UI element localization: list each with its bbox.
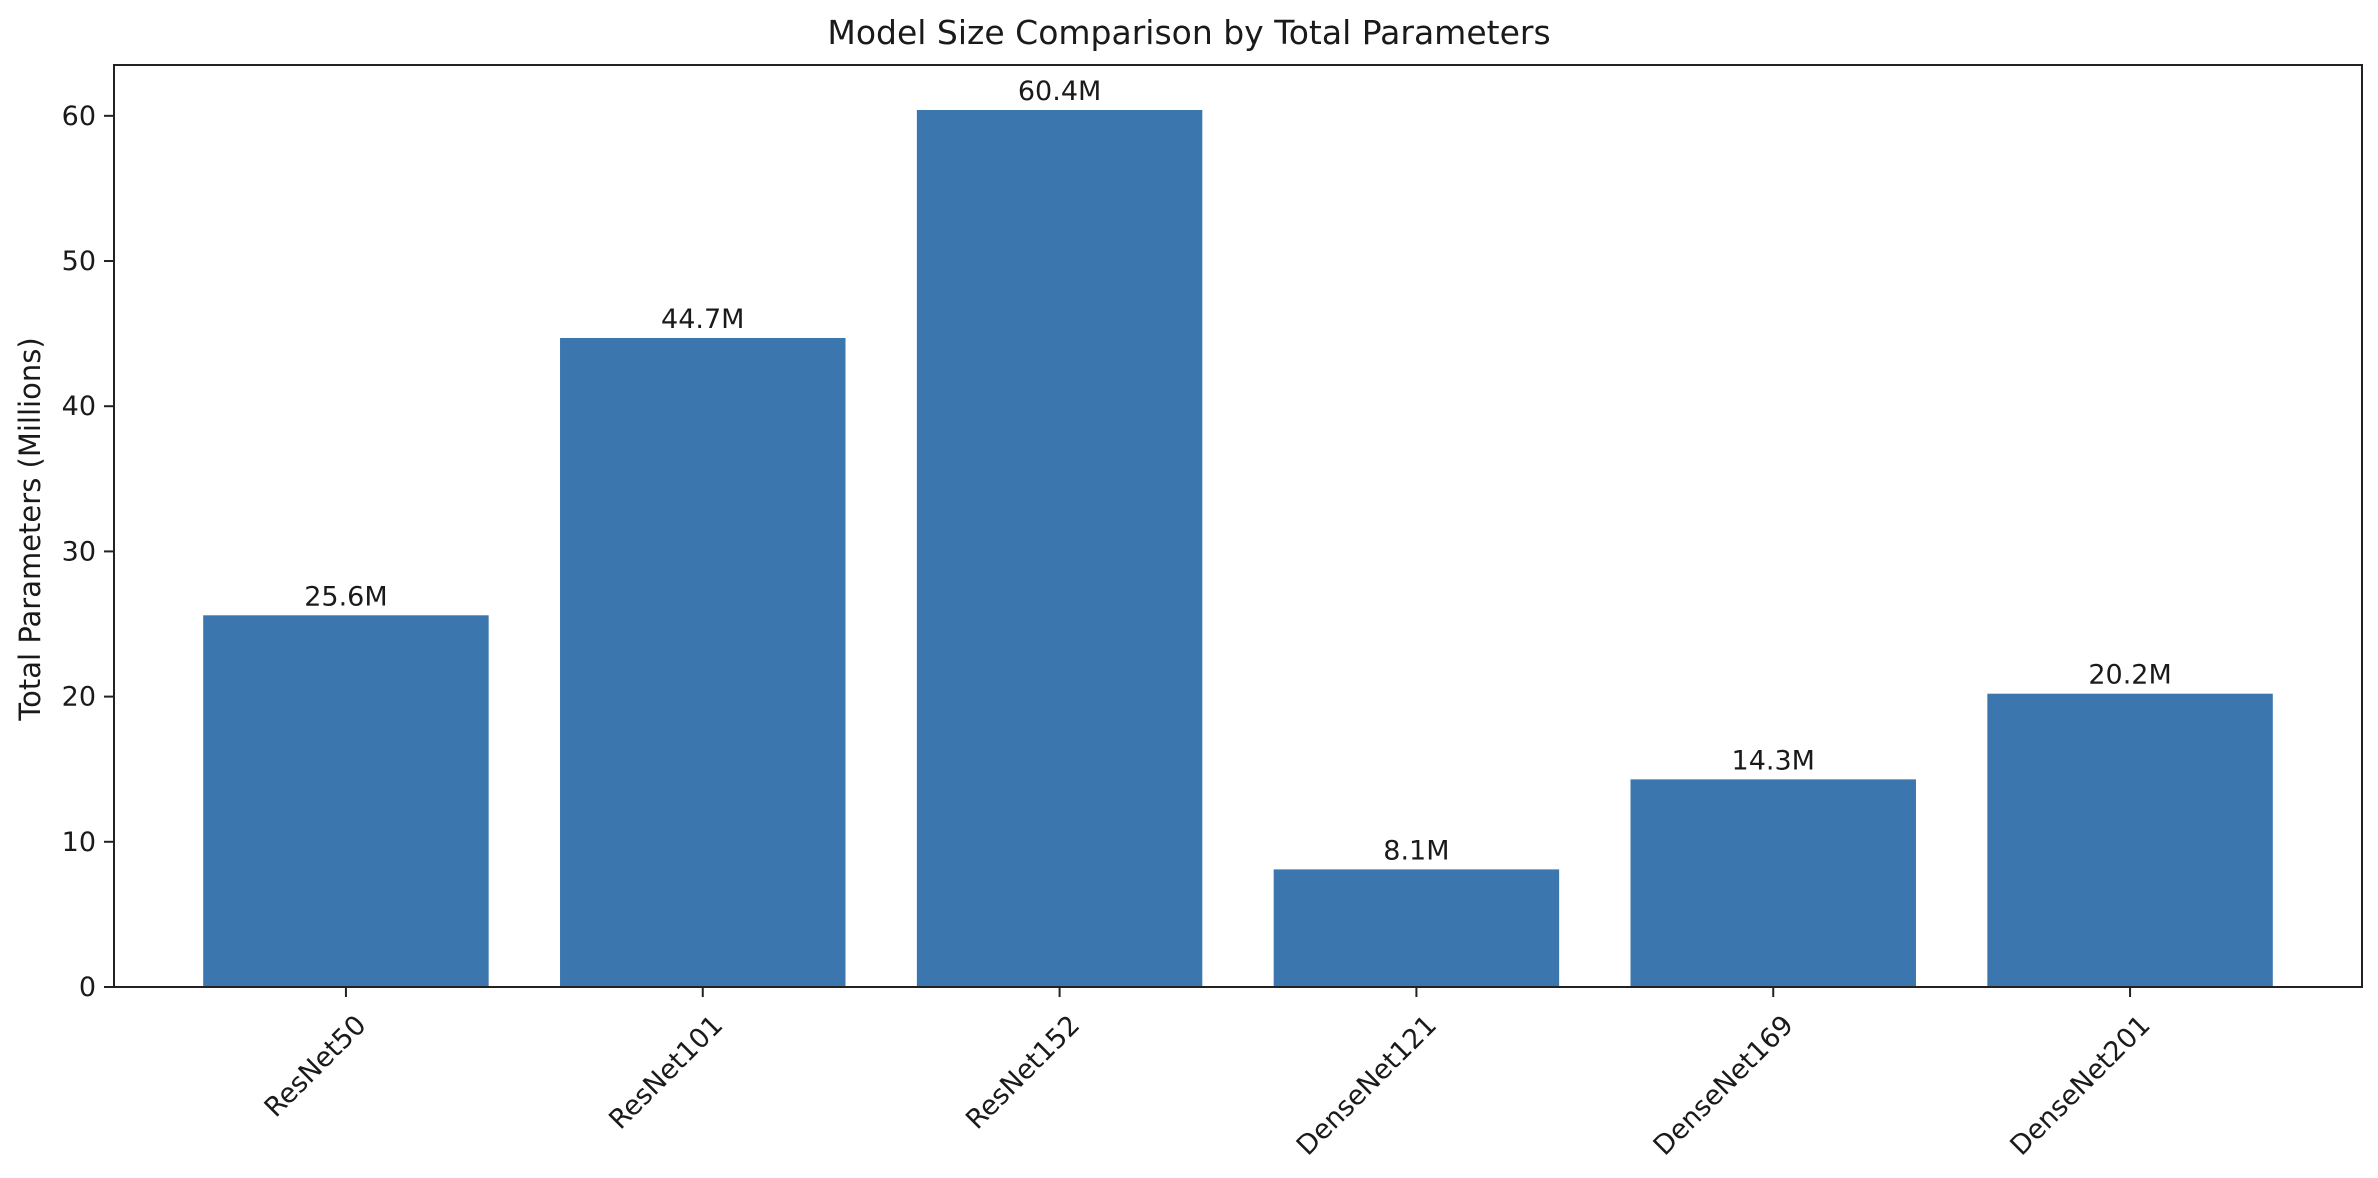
x-tick-label-densenet201: DenseNet201 xyxy=(2004,1010,2156,1162)
y-tick-label: 20 xyxy=(62,682,96,713)
x-ticks-layer: ResNet50 ResNet101 ResNet152 DenseNet121 Den… xyxy=(259,987,2157,1162)
y-tick-label: 30 xyxy=(62,536,96,567)
x-tick-label-resnet152: ResNet152 xyxy=(960,1010,1086,1136)
plot-area-frame xyxy=(113,64,2363,988)
x-tick-label-resnet50: ResNet50 xyxy=(259,1010,373,1124)
y-ticks-layer: 0 10 20 30 40 50 60 xyxy=(62,101,114,1003)
x-tick-label-densenet121: DenseNet121 xyxy=(1291,1010,1443,1162)
data-label-resnet101: 44.7M xyxy=(661,304,744,335)
bar-resnet152 xyxy=(916,110,1203,987)
data-label-densenet201: 20.2M xyxy=(2088,660,2171,691)
bar-densenet169 xyxy=(1630,779,1916,987)
y-tick-label: 0 xyxy=(79,972,96,1003)
chart-title: Model Size Comparison by Total Parameter… xyxy=(827,13,1550,52)
bar-resnet50 xyxy=(203,615,489,987)
y-tick-label: 60 xyxy=(62,101,96,132)
bar-densenet201 xyxy=(1987,693,2273,987)
data-label-resnet152: 60.4M xyxy=(1018,76,1101,107)
data-labels-layer: 25.6M 44.7M 60.4M 8.1M 14.3M 20.2M xyxy=(304,76,2172,866)
bar-resnet101 xyxy=(560,337,846,988)
bar-densenet121 xyxy=(1273,869,1560,987)
data-label-resnet50: 25.6M xyxy=(304,581,387,612)
y-tick-label: 10 xyxy=(62,827,96,858)
y-tick-label: 40 xyxy=(62,391,96,422)
data-label-densenet121: 8.1M xyxy=(1383,835,1449,866)
data-label-densenet169: 14.3M xyxy=(1732,745,1815,776)
y-axis-label: Total Parameters (Millions) xyxy=(13,337,47,721)
bars-layer xyxy=(203,110,2273,988)
x-tick-label-densenet169: DenseNet169 xyxy=(1648,1010,1800,1162)
y-tick-label: 50 xyxy=(62,246,96,277)
x-tick-label-resnet101: ResNet101 xyxy=(603,1010,729,1136)
